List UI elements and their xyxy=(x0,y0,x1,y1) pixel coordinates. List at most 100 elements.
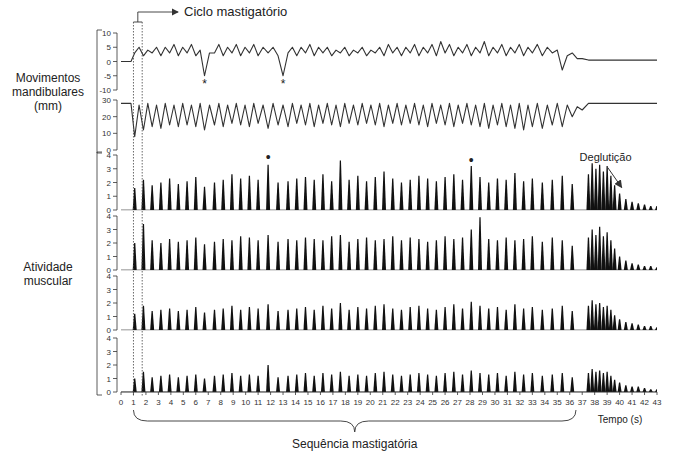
burst xyxy=(303,373,307,392)
burst xyxy=(624,261,628,270)
burst xyxy=(598,227,602,270)
burst xyxy=(630,323,634,330)
x-axis xyxy=(121,392,657,393)
burst xyxy=(495,240,499,270)
burst xyxy=(605,372,609,392)
x-tick xyxy=(482,392,483,395)
y-tick xyxy=(113,47,117,48)
sequence-label: Sequência mastigatória xyxy=(292,437,418,451)
x-tick xyxy=(507,392,508,395)
y-tick xyxy=(113,33,117,34)
burst xyxy=(221,239,225,270)
x-tick-label: 14 xyxy=(291,398,300,407)
burst xyxy=(150,311,154,330)
burst xyxy=(522,374,526,392)
x-tick xyxy=(420,392,421,395)
burst xyxy=(609,376,613,392)
burst xyxy=(613,315,617,330)
burst xyxy=(194,238,198,270)
burst xyxy=(594,304,598,330)
y-tick-label: 4 xyxy=(107,151,112,160)
burst xyxy=(230,240,234,270)
y-tick-label: 1 xyxy=(107,313,112,322)
burst xyxy=(487,308,491,330)
y-tick-label: 1 xyxy=(107,192,112,201)
burst xyxy=(356,176,360,210)
x-tick xyxy=(470,392,471,395)
burst xyxy=(356,307,360,330)
burst xyxy=(382,239,386,270)
burst xyxy=(168,308,172,330)
burst xyxy=(605,166,609,210)
x-tick xyxy=(557,392,558,395)
burst xyxy=(391,178,395,210)
panel: 01234••Deglutição xyxy=(107,149,659,215)
burst xyxy=(276,377,280,392)
burst xyxy=(570,246,574,270)
burst xyxy=(230,174,234,210)
burst xyxy=(452,304,456,330)
burst xyxy=(194,177,198,210)
x-tick xyxy=(283,392,284,395)
x-tick-label: 12 xyxy=(266,398,275,407)
burst xyxy=(487,239,491,270)
annotation: • xyxy=(469,152,474,168)
group-label: Movimentos mandibulares (mm) xyxy=(2,71,94,113)
burst xyxy=(560,176,564,210)
burst xyxy=(495,373,499,392)
y-tick xyxy=(113,316,117,317)
burst xyxy=(601,373,605,392)
burst xyxy=(540,242,544,270)
burst xyxy=(276,242,280,270)
burst xyxy=(550,308,554,330)
burst xyxy=(266,304,270,330)
burst xyxy=(530,373,534,392)
burst xyxy=(417,176,421,210)
x-tick-label: 2 xyxy=(144,398,149,407)
x-tick-label: 36 xyxy=(565,398,574,407)
burst xyxy=(530,236,534,270)
annotation: • xyxy=(266,149,271,165)
burst xyxy=(618,257,622,271)
x-tick xyxy=(657,392,658,395)
burst xyxy=(624,199,628,210)
x-tick-label: 34 xyxy=(540,398,549,407)
burst xyxy=(443,236,447,270)
plot-area xyxy=(121,103,657,136)
burst xyxy=(330,181,334,210)
burst xyxy=(321,306,325,330)
burst xyxy=(391,236,395,270)
burst xyxy=(338,372,342,392)
burst xyxy=(330,308,334,330)
y-tick-label: 5 xyxy=(107,43,112,52)
burst xyxy=(586,238,590,270)
burst xyxy=(239,310,243,330)
burst xyxy=(461,374,465,392)
burst xyxy=(266,165,270,210)
baseline xyxy=(121,210,657,211)
x-tick xyxy=(320,392,321,395)
burst xyxy=(624,385,628,392)
burst xyxy=(338,303,342,330)
x-tick-label: 23 xyxy=(403,398,412,407)
x-tick xyxy=(295,392,296,395)
burst xyxy=(247,238,251,270)
y-tick xyxy=(113,392,117,393)
burst xyxy=(649,389,653,392)
x-tick xyxy=(632,392,633,395)
burst xyxy=(601,236,605,270)
group-label: Atividade muscular xyxy=(2,260,94,288)
x-tick-label: 10 xyxy=(241,398,250,407)
burst xyxy=(461,238,465,270)
burst xyxy=(303,177,307,210)
burst xyxy=(434,240,438,270)
y-tick xyxy=(113,155,117,156)
burst xyxy=(347,242,351,270)
burst xyxy=(530,307,534,330)
burst xyxy=(560,373,564,392)
burst xyxy=(150,377,154,392)
x-tick-label: 5 xyxy=(181,398,186,407)
burst xyxy=(203,379,207,393)
y-tick-label: 1 xyxy=(107,253,112,262)
burst xyxy=(426,242,430,270)
